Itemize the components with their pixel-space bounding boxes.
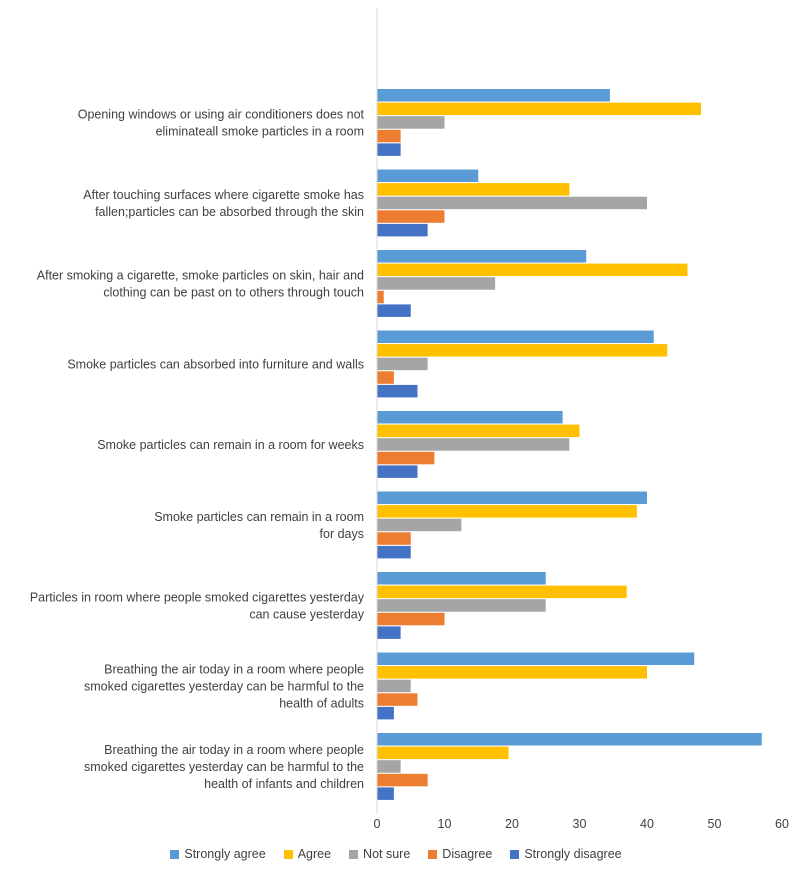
bar-disagree-7: [377, 612, 445, 626]
x-tick-label-40: 40: [640, 817, 654, 831]
bar-strongly-disagree-6: [377, 545, 411, 559]
bar-strongly-agree-6: [377, 491, 647, 504]
bar-disagree-3: [377, 290, 384, 304]
category-label-7-line-1: Particles in room where people smoked ci…: [30, 591, 365, 605]
category-label-7-line-2: can cause yesterday: [249, 608, 364, 622]
bar-strongly-disagree-5: [377, 465, 418, 478]
category-label-1-line-2: eliminateall smoke particles in a room: [156, 125, 364, 139]
legend-swatch-strongly-disagree: [510, 849, 520, 859]
category-label-2-line-2: fallen;particles can be absorbed through…: [95, 205, 364, 219]
legend-label-agree: Agree: [297, 847, 332, 861]
bar-not-sure-9: [377, 760, 401, 773]
category-labels: Opening windows or using air conditioner…: [30, 108, 365, 792]
bar-disagree-1: [377, 129, 401, 143]
legend-item-not-sure: Not sure: [349, 847, 410, 861]
category-label-8-line-1: Breathing the air today in a room where …: [104, 663, 364, 677]
bar-strongly-disagree-4: [377, 384, 418, 398]
legend-swatch-disagree: [428, 849, 438, 859]
legend-item-disagree: Disagree: [428, 847, 492, 861]
category-label-3-line-2: clothing can be past on to others throug…: [103, 286, 364, 300]
category-label-6-line-1: Smoke particles can remain in a room: [154, 510, 364, 524]
bar-disagree-6: [377, 532, 411, 545]
bar-chart: Opening windows or using air conditioner…: [30, 8, 789, 831]
bar-not-sure-5: [377, 438, 570, 451]
bar-disagree-2: [377, 210, 445, 223]
legend-swatch-agree: [283, 849, 293, 859]
legend-label-disagree: Disagree: [442, 847, 493, 861]
legend-item-agree: Agree: [283, 847, 332, 861]
bar-not-sure-2: [377, 196, 647, 210]
bar-strongly-agree-9: [377, 733, 762, 746]
category-label-9-line-2: smoked cigarettes yesterday can be harmf…: [84, 760, 364, 774]
bar-agree-7: [377, 585, 627, 599]
bar-strongly-disagree-3: [377, 304, 411, 317]
legend-item-strongly-disagree: Strongly disagree: [510, 847, 622, 861]
bar-strongly-agree-4: [377, 330, 654, 343]
bar-disagree-4: [377, 371, 394, 384]
bar-agree-5: [377, 424, 580, 438]
bar-strongly-disagree-9: [377, 787, 394, 800]
category-label-8-line-3: health of adults: [279, 697, 364, 711]
x-tick-label-10: 10: [438, 817, 452, 831]
bar-strongly-disagree-2: [377, 223, 428, 237]
bar-strongly-agree-5: [377, 411, 563, 424]
bars-group: [377, 89, 762, 800]
bar-agree-1: [377, 102, 701, 116]
bar-not-sure-8: [377, 679, 411, 693]
bar-agree-3: [377, 263, 688, 277]
category-label-1-line-1: Opening windows or using air conditioner…: [78, 108, 365, 122]
category-label-9-line-3: health of infants and children: [204, 777, 364, 791]
category-label-4-line-1: Smoke particles can absorbed into furnit…: [67, 358, 364, 372]
x-tick-label-30: 30: [573, 817, 587, 831]
category-label-2-line-1: After touching surfaces where cigarette …: [83, 188, 364, 202]
bar-disagree-9: [377, 773, 428, 787]
legend-label-not-sure: Not sure: [363, 847, 411, 861]
legend-swatch-strongly-agree: [170, 849, 180, 859]
category-label-8-line-2: smoked cigarettes yesterday can be harmf…: [84, 680, 364, 694]
legend-label-strongly-agree: Strongly agree: [184, 847, 266, 861]
x-tick-label-0: 0: [374, 817, 381, 831]
bar-strongly-disagree-1: [377, 143, 401, 156]
bar-agree-9: [377, 746, 509, 760]
bar-agree-8: [377, 666, 647, 679]
chart-legend: Strongly agree Agree Not sure Disagree Stron…: [0, 843, 792, 865]
bar-agree-4: [377, 344, 668, 357]
x-axis-ticks: 0 10 20 30 40 50 60: [374, 817, 789, 831]
x-tick-label-20: 20: [505, 817, 519, 831]
category-label-5-line-1: Smoke particles can remain in a room for…: [97, 438, 364, 452]
bar-not-sure-4: [377, 357, 428, 371]
legend-label-strongly-disagree: Strongly disagree: [524, 847, 622, 861]
bar-strongly-agree-2: [377, 169, 479, 182]
bar-strongly-disagree-7: [377, 626, 401, 639]
bar-strongly-agree-7: [377, 572, 546, 585]
bar-not-sure-3: [377, 277, 496, 290]
bar-not-sure-6: [377, 518, 462, 532]
category-label-6-line-2: for days: [320, 527, 364, 541]
x-tick-label-60: 60: [775, 817, 789, 831]
bar-disagree-5: [377, 451, 435, 465]
bar-strongly-agree-3: [377, 250, 587, 263]
x-tick-label-50: 50: [708, 817, 722, 831]
bar-agree-6: [377, 505, 637, 518]
category-label-9-line-1: Breathing the air today in a room where …: [104, 743, 364, 757]
bar-strongly-disagree-8: [377, 706, 394, 720]
legend-swatch-not-sure: [349, 849, 359, 859]
bar-disagree-8: [377, 693, 418, 706]
bar-agree-2: [377, 183, 570, 196]
category-label-3-line-1: After smoking a cigarette, smoke particl…: [37, 269, 364, 283]
bar-not-sure-1: [377, 116, 445, 129]
legend-item-strongly-agree: Strongly agree: [170, 847, 266, 861]
bar-strongly-agree-1: [377, 89, 610, 102]
bar-not-sure-7: [377, 599, 546, 612]
bar-strongly-agree-8: [377, 652, 695, 665]
